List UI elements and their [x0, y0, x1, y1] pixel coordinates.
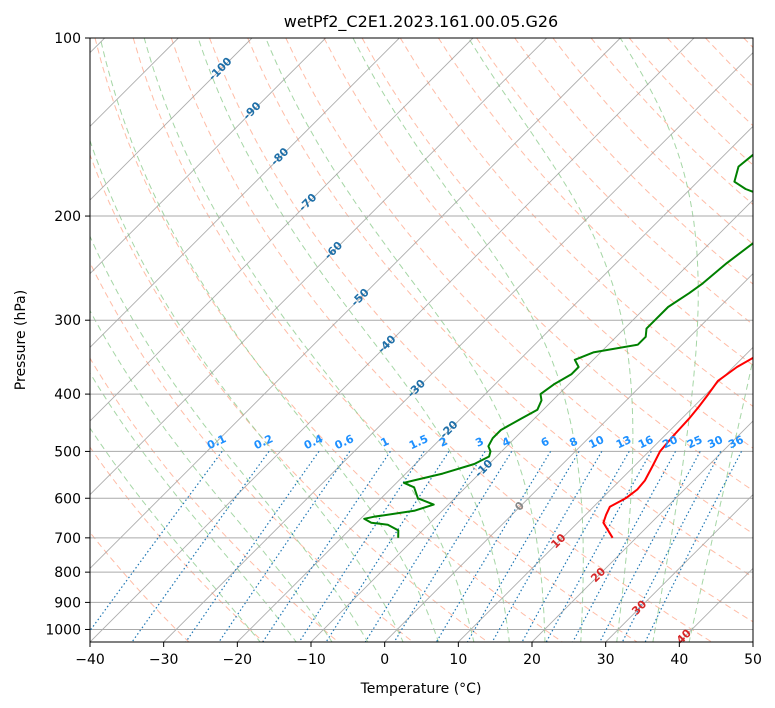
dewpoint-profile-line	[363, 153, 753, 538]
x-tick-label: 20	[523, 652, 541, 668]
mixing-ratio-line	[621, 451, 722, 642]
dry-adiabat-line	[170, 38, 712, 642]
x-tick-label: 0	[380, 652, 389, 668]
mixing-ratio-line	[393, 451, 513, 642]
y-tick-label: 900	[54, 595, 81, 611]
dry-adiabat-line	[90, 446, 264, 642]
mixing-ratio-line	[90, 451, 223, 632]
isotherm-line	[163, 52, 753, 642]
isotherm-line	[310, 199, 753, 642]
moist-adiabat-line	[90, 309, 333, 642]
mixing-ratio-label: 36	[726, 433, 746, 451]
moist-adiabat-line	[99, 38, 440, 642]
series-layer	[363, 153, 753, 539]
moist-adiabat-line	[352, 38, 584, 642]
isotherm-line	[90, 38, 400, 348]
dry-adiabat-line	[132, 38, 638, 642]
isotherm-line	[458, 346, 753, 642]
mixing-ratio-line	[572, 451, 677, 642]
x-tick-label: 40	[670, 652, 688, 668]
mixing-ratio-line	[491, 451, 603, 642]
isotherm-line	[531, 420, 753, 642]
isotherm-line	[237, 125, 753, 642]
isotherm-line	[90, 38, 621, 569]
y-tick-label: 400	[54, 387, 81, 403]
mixing-ratio-label: 20	[660, 433, 680, 451]
dry-adiabat-line	[209, 38, 753, 623]
y-tick-label: 1000	[45, 622, 81, 638]
moist-adiabat-line	[468, 38, 634, 642]
isotherm-line	[90, 38, 326, 275]
isotherm-line	[90, 38, 547, 496]
y-axis-label: Pressure (hPa)	[13, 290, 29, 390]
mixing-ratio-line	[262, 451, 391, 642]
isotherm-line	[90, 38, 474, 422]
y-tick-label: 600	[54, 491, 81, 507]
mixing-ratio-label: 16	[636, 433, 656, 451]
mixing-ratio-label: 25	[685, 433, 704, 451]
moist-adiabat-line	[197, 38, 510, 642]
mixing-ratio-line	[644, 451, 743, 642]
x-tick-label: 10	[449, 652, 467, 668]
dry-adiabat-line	[94, 38, 563, 642]
x-axis-label: Temperature (°C)	[360, 681, 482, 697]
x-tick-label: −30	[149, 652, 179, 668]
dry-adiabat-line	[437, 38, 753, 366]
moist-adiabat-line	[90, 139, 404, 642]
moist-adiabat-line	[619, 38, 699, 642]
dry-adiabat-line	[90, 153, 488, 642]
moist-adiabat-line	[90, 427, 261, 642]
moist-adiabat-line	[265, 38, 546, 642]
isotherm-line	[90, 38, 695, 642]
mixing-ratio-label: 10	[587, 433, 607, 451]
moist-adiabat-line	[90, 235, 369, 642]
mixing-ratio-line	[599, 451, 701, 642]
y-tick-label: 200	[54, 209, 81, 225]
moist-adiabat-line	[90, 372, 297, 642]
mixing-ratio-line	[364, 451, 486, 642]
mixing-ratio-line	[218, 451, 351, 642]
isotherm-line	[90, 38, 253, 201]
mixing-ratio-label: 13	[614, 433, 633, 451]
x-tick-label: −40	[75, 652, 105, 668]
y-tick-label: 300	[54, 313, 81, 329]
isotherm-line	[384, 273, 753, 642]
dry-adiabat-line	[323, 38, 753, 492]
dry-adiabat-line	[476, 38, 753, 326]
x-tick-label: 30	[597, 652, 615, 668]
temperature-profile-line	[602, 356, 753, 539]
y-tick-label: 500	[54, 444, 81, 460]
x-tick-label: −20	[223, 652, 253, 668]
axis-layer: −40 −30 −20 −10 0 10 20 30 40 50 100 200 300 400 500 60…	[45, 31, 762, 668]
dry-adiabat-line	[247, 38, 753, 578]
isotherm-line	[605, 494, 753, 642]
moist-adiabat-line	[143, 38, 475, 642]
mixing-ratio-line	[545, 451, 652, 642]
plot-frame	[89, 37, 754, 643]
y-tick-label: 100	[54, 31, 81, 47]
moist-adiabat-line	[688, 356, 753, 642]
chart-title: wetPf2_C2E1.2023.161.00.05.G26	[284, 12, 558, 32]
mixing-ratio-label: 30	[706, 433, 726, 451]
x-tick-label: 50	[744, 652, 762, 668]
x-tick-label: −10	[296, 652, 326, 668]
y-tick-label: 700	[54, 531, 81, 547]
y-tick-label: 800	[54, 565, 81, 581]
mixing-ratio-line	[185, 451, 320, 642]
mixing-ratio-line	[131, 451, 270, 642]
grid-layer	[90, 38, 753, 642]
